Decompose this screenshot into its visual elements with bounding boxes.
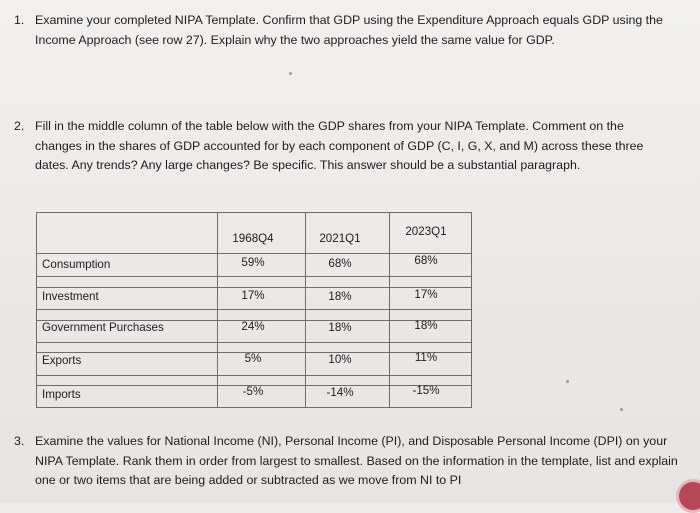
cell-investment-1968q4: 17% <box>241 289 265 302</box>
stray-mark <box>620 408 623 411</box>
question-1-text: Examine your completed NIPA Template. Co… <box>35 13 663 47</box>
cell-exports-2023q1: 11% <box>414 351 438 364</box>
row-label-consumption: Consumption <box>42 258 111 271</box>
question-2-text: Fill in the middle column of the table b… <box>35 119 644 172</box>
question-3: 3. Examine the values for National Incom… <box>14 432 684 491</box>
question-2-number: 2. <box>14 119 25 133</box>
stray-mark <box>289 72 292 75</box>
cell-government-2021q1: 18% <box>328 321 352 334</box>
cell-investment-2021q1: 18% <box>328 290 352 303</box>
row-label-government-purchases: Government Purchases <box>42 321 164 334</box>
col-header-2021q1: 2021Q1 <box>319 232 361 245</box>
cell-government-2023q1: 18% <box>414 319 438 332</box>
cell-investment-2023q1: 17% <box>414 288 438 301</box>
cell-government-1968q4: 24% <box>241 320 265 333</box>
gdp-shares-table: 1968Q4 2021Q1 2023Q1 Consumption 59% 68%… <box>36 212 472 408</box>
row-label-imports: Imports <box>42 388 81 401</box>
col-header-1968q4: 1968Q4 <box>232 232 274 245</box>
cell-exports-1968q4: 5% <box>244 352 262 365</box>
question-1: 1. Examine your completed NIPA Template.… <box>14 11 674 50</box>
cell-consumption-1968q4: 59% <box>241 256 265 269</box>
stray-mark <box>566 380 569 383</box>
cell-imports-2023q1: -15% <box>412 384 440 397</box>
col-header-2023q1: 2023Q1 <box>405 225 447 238</box>
floating-app-icon[interactable] <box>676 479 700 513</box>
question-2: 2. Fill in the middle column of the tabl… <box>14 117 674 176</box>
cell-consumption-2021q1: 68% <box>328 257 352 270</box>
cell-exports-2021q1: 10% <box>328 353 352 366</box>
question-1-number: 1. <box>14 13 25 27</box>
row-label-investment: Investment <box>42 290 99 303</box>
cell-consumption-2023q1: 68% <box>414 254 438 267</box>
cell-imports-1968q4: -5% <box>242 385 264 398</box>
question-3-text: Examine the values for National Income (… <box>35 434 678 487</box>
cell-imports-2021q1: -14% <box>326 386 354 399</box>
question-3-number: 3. <box>14 434 25 448</box>
row-label-exports: Exports <box>42 354 82 367</box>
